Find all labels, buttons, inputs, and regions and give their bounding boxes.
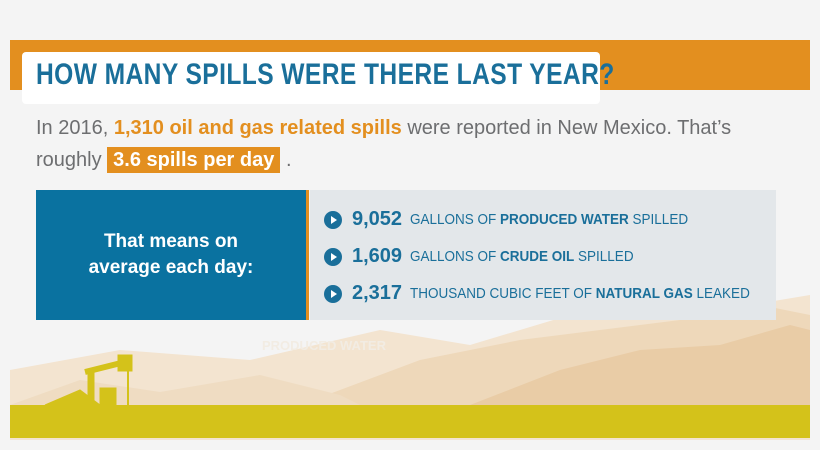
intro-text: roughly xyxy=(36,149,102,171)
item-pre: GALLONS OF xyxy=(410,211,497,228)
intro-text: were reported in New Mexico. That’s xyxy=(407,117,732,139)
item-post: LEAKED xyxy=(696,285,750,302)
item-number: 9,052 xyxy=(352,208,403,230)
landscape-label: PRODUCED WATER xyxy=(262,338,386,353)
title: HOW MANY SPILLS WERE THERE LAST YEAR? xyxy=(36,58,615,91)
item-text: THOUSAND CUBIC FEET OF NATURAL GAS LEAKE… xyxy=(410,285,750,302)
item-bold: CRUDE OIL xyxy=(500,248,575,265)
intro-highlight: 1,310 oil and gas related spills xyxy=(113,117,402,139)
item-post: SPILLED xyxy=(632,211,689,228)
intro-badge: 3.6 spills per day xyxy=(107,147,281,173)
item-bold: NATURAL GAS xyxy=(595,285,693,302)
item-number: 2,317 xyxy=(352,282,403,304)
item-bold: PRODUCED WATER xyxy=(500,211,629,228)
summary-box: That means on average each day: xyxy=(36,190,309,320)
summary-item: 9,052 GALLONS OF PRODUCED WATER SPILLED xyxy=(324,208,719,231)
bullet-icon xyxy=(324,247,342,266)
item-text: GALLONS OF PRODUCED WATER SPILLED xyxy=(410,211,688,228)
bullet-icon xyxy=(324,284,342,303)
bullet-icon xyxy=(324,210,342,229)
item-pre: GALLONS OF xyxy=(410,248,497,265)
intro: In 2016, 1,310 oil and gas related spill… xyxy=(36,112,731,176)
item-pre: THOUSAND CUBIC FEET OF xyxy=(410,285,593,302)
summary-item: 1,609 GALLONS OF CRUDE OIL SPILLED xyxy=(324,245,658,268)
item-post: SPILLED xyxy=(578,248,634,265)
intro-text: In 2016, xyxy=(36,117,109,139)
intro-text: . xyxy=(285,149,292,171)
item-text: GALLONS OF CRUDE OIL SPILLED xyxy=(410,248,634,265)
summary-item: 2,317 THOUSAND CUBIC FEET OF NATURAL GAS … xyxy=(324,282,788,305)
summary-panel: 9,052 GALLONS OF PRODUCED WATER SPILLED 1,… xyxy=(310,190,776,320)
item-number: 1,609 xyxy=(352,245,403,267)
title-box xyxy=(22,52,600,104)
summary-label: That means on average each day: xyxy=(88,231,254,278)
